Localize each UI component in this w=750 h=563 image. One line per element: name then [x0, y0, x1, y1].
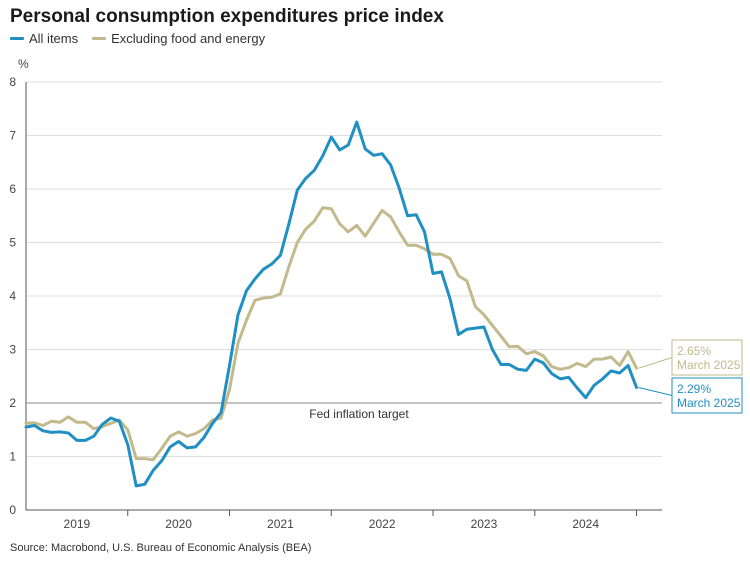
end-label-core-leader	[638, 357, 673, 369]
end-label-all-items-date: March 2025	[677, 396, 741, 410]
end-label-all-items-value: 2.29%	[677, 382, 711, 396]
y-tick-label: 1	[9, 450, 16, 464]
x-tick-label: 2020	[165, 517, 192, 531]
chart-title: Personal consumption expenditures price …	[10, 6, 444, 27]
y-axis-unit: %	[18, 57, 29, 71]
end-label-core-date: March 2025	[677, 358, 741, 372]
x-tick-label: 2023	[471, 517, 498, 531]
y-tick-label: 8	[9, 75, 16, 89]
legend-label-all-items: All items	[29, 31, 79, 46]
legend-label-core: Excluding food and energy	[111, 31, 266, 46]
y-tick-label: 6	[9, 182, 16, 196]
y-tick-label: 7	[9, 129, 16, 143]
source-note: Source: Macrobond, U.S. Bureau of Econom…	[10, 542, 312, 554]
legend: All items Excluding food and energy	[10, 31, 265, 46]
series-line-all-items	[24, 120, 638, 488]
end-label-all-items-box	[671, 377, 743, 414]
legend-item-core: Excluding food and energy	[92, 31, 265, 46]
end-label-core-value: 2.65%	[677, 344, 711, 358]
legend-swatch-all-items	[10, 37, 24, 40]
pce-line-chart: 0 1 2 3 4 5 6 7 8% Fed inflation target 2019 2020 20…	[9, 57, 743, 531]
y-tick-label: 0	[9, 503, 16, 517]
x-tick-label: 2021	[267, 517, 294, 531]
fed-target-label: Fed inflation target	[309, 407, 409, 421]
series-line-core	[24, 206, 638, 462]
y-tick-label: 4	[9, 289, 16, 303]
y-tick-label: 3	[9, 343, 16, 357]
end-label-all-items-leader	[638, 386, 673, 396]
end-label-core-box	[671, 339, 743, 376]
x-tick-label: 2019	[64, 517, 91, 531]
x-tick-label: 2022	[369, 517, 396, 531]
x-tick-label: 2024	[572, 517, 599, 531]
y-tick-label: 5	[9, 236, 16, 250]
legend-swatch-core	[92, 37, 107, 40]
legend-item-all-items: All items	[10, 31, 78, 46]
y-tick-label: 2	[9, 396, 16, 410]
